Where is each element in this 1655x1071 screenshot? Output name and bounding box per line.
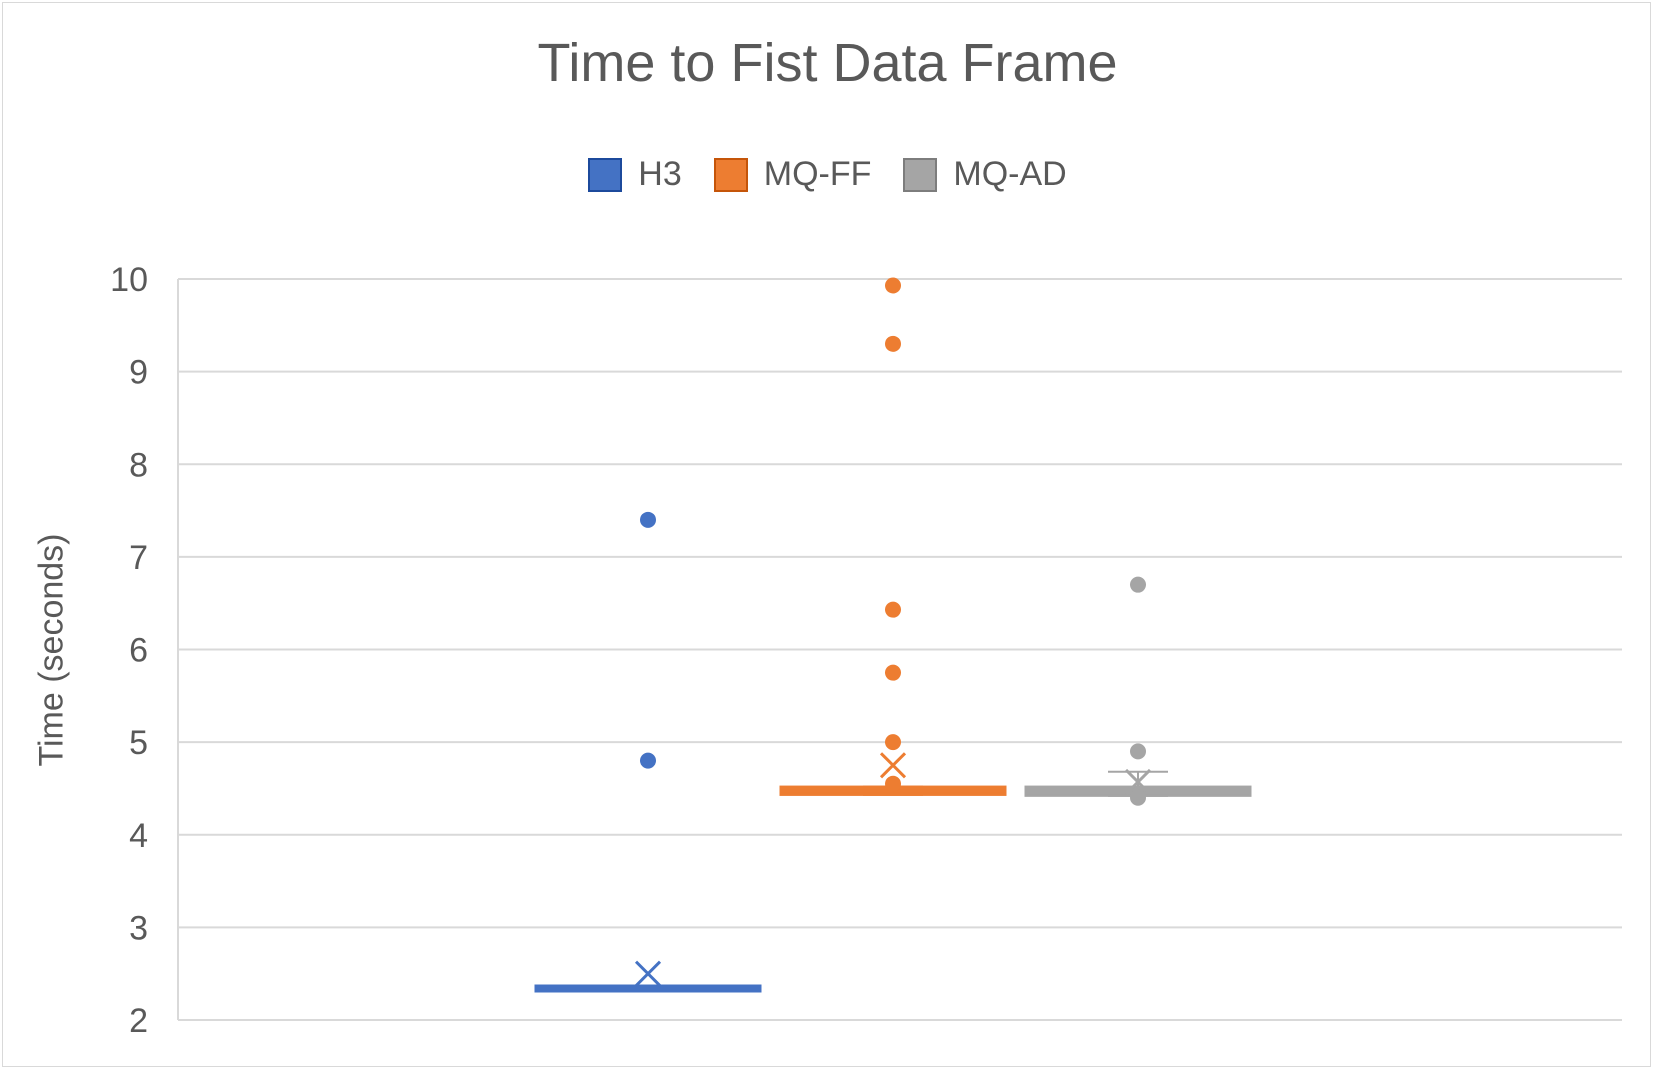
- legend-item-mq-ad: MQ-AD: [903, 155, 1067, 194]
- outlier-point-mq-ff: [885, 335, 901, 352]
- legend-swatch-mq-ad: [903, 157, 938, 192]
- mean-marker-mq-ad: [1124, 768, 1152, 796]
- legend-swatch-mq-ff: [713, 157, 748, 192]
- legend-item-mq-ff: MQ-FF: [713, 155, 872, 194]
- legend-label-mq-ff: MQ-FF: [763, 155, 872, 193]
- outlier-point-h3: [640, 511, 656, 528]
- y-tick-label: 3: [129, 909, 148, 947]
- legend-swatch-h3: [588, 157, 623, 192]
- y-tick-label: 9: [129, 354, 148, 392]
- y-tick-label: 2: [129, 1002, 148, 1040]
- y-tick-label: 4: [129, 817, 148, 855]
- y-tick-label: 5: [129, 724, 148, 762]
- outlier-point-mq-ff: [885, 775, 901, 792]
- y-tick-label: 6: [129, 632, 148, 670]
- mean-marker-mq-ff: [879, 752, 907, 779]
- outlier-point-h3: [640, 752, 656, 769]
- outlier-point-mq-ff: [885, 664, 901, 681]
- outlier-point-mq-ff: [885, 277, 901, 294]
- y-tick-label: 7: [129, 539, 148, 577]
- outlier-point-mq-ad: [1130, 576, 1146, 593]
- chart-title: Time to Fist Data Frame: [537, 33, 1118, 93]
- legend-item-h3: H3: [588, 155, 682, 194]
- y-tick-label: 8: [129, 446, 148, 484]
- outlier-point-mq-ff: [885, 734, 901, 751]
- outlier-point-mq-ad: [1130, 789, 1146, 806]
- outlier-point-mq-ff: [885, 601, 901, 618]
- legend-label-h3: H3: [638, 155, 682, 193]
- legend-label-mq-ad: MQ-AD: [953, 155, 1067, 193]
- outlier-point-mq-ad: [1130, 743, 1146, 760]
- legend: H3 MQ-FF MQ-AD: [0, 155, 1655, 194]
- mean-marker-h3: [634, 960, 662, 987]
- y-tick-label: 10: [110, 261, 148, 299]
